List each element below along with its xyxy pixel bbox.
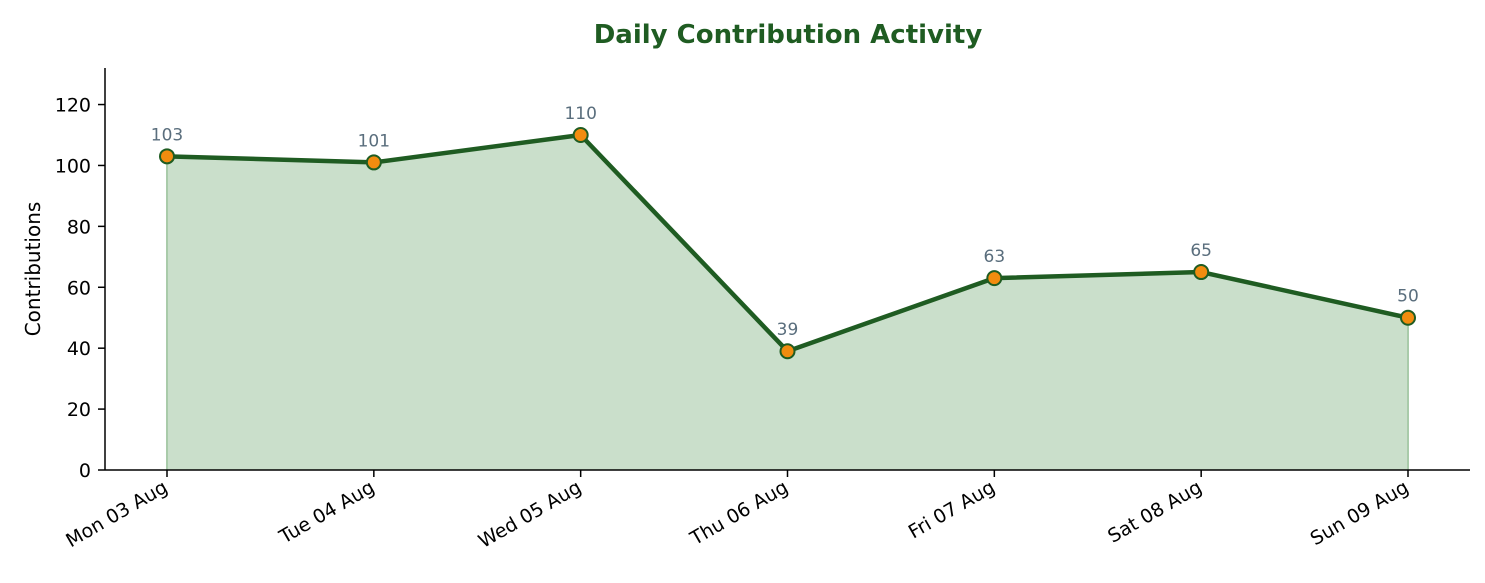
data-point (986, 270, 1003, 287)
x-tick-label: Tue 04 Aug (275, 476, 379, 548)
x-tick-label: Mon 03 Aug (62, 476, 171, 552)
y-tick-label: 80 (67, 216, 91, 238)
y-axis-label: Contributions (21, 202, 45, 337)
data-label: 50 (1397, 287, 1419, 307)
data-label: 103 (151, 125, 183, 145)
data-label: 39 (777, 320, 799, 340)
data-point (572, 127, 589, 143)
data-point (1193, 264, 1210, 281)
data-labels: 103 101 110 39 63 65 50 (151, 104, 1419, 340)
data-point (1400, 309, 1416, 326)
data-label: 63 (984, 247, 1006, 267)
data-label: 110 (564, 104, 596, 124)
x-tick-label: Fri 07 Aug (905, 476, 999, 543)
x-tick-label: Wed 05 Aug (475, 476, 585, 552)
y-tick-label: 60 (67, 277, 91, 299)
data-label: 101 (358, 131, 390, 151)
x-tick-label: Thu 06 Aug (686, 476, 792, 550)
x-tick-label: Sat 08 Aug (1104, 476, 1206, 547)
y-tick-label: 100 (55, 155, 91, 177)
markers (159, 127, 1416, 360)
y-tick-label: 0 (79, 460, 91, 482)
area-layer (166, 135, 1409, 470)
y-tick-label: 20 (67, 399, 91, 421)
x-ticks: Mon 03 Aug Tue 04 Aug Wed 05 Aug Thu 06 Aug… (62, 470, 1413, 553)
y-ticks: 0 20 40 60 80 100 120 (55, 95, 105, 482)
data-point (779, 343, 796, 360)
x-tick-label: Sun 09 Aug (1307, 476, 1413, 550)
y-tick-label: 40 (67, 338, 91, 360)
y-tick-label: 120 (55, 95, 91, 117)
area-fill (167, 135, 1408, 470)
data-label: 65 (1190, 241, 1212, 261)
chart-title: Daily Contribution Activity (594, 20, 983, 50)
data-point (159, 148, 175, 165)
data-point (365, 154, 382, 171)
